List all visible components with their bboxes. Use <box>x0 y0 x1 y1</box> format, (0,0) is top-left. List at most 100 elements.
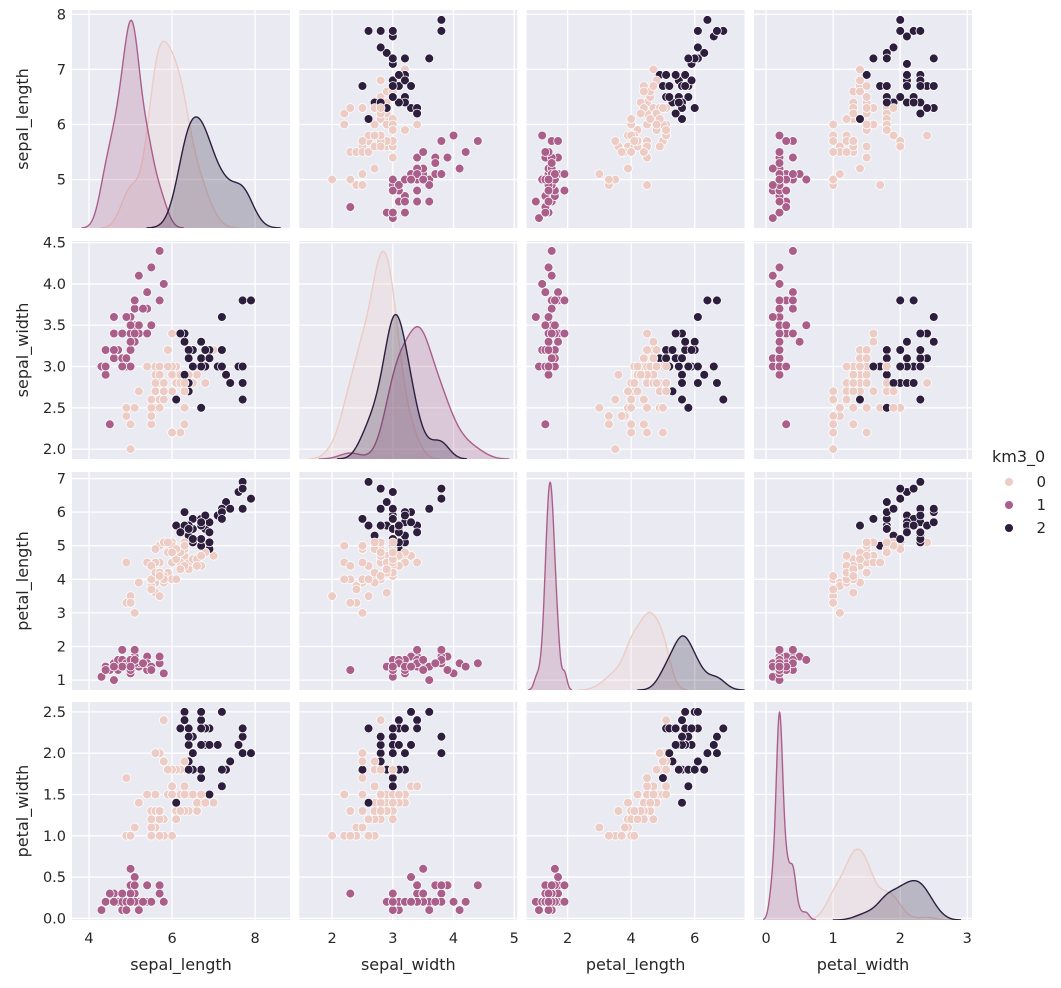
scatter-point <box>677 369 687 380</box>
scatter-point <box>861 70 872 80</box>
scatter-point <box>179 369 190 380</box>
scatter-point <box>196 336 206 347</box>
scatter-point <box>559 169 570 179</box>
scatter-point <box>642 328 652 339</box>
scatter-point <box>129 608 140 618</box>
scatter-point <box>664 81 675 91</box>
scatter-point <box>922 378 932 388</box>
kde-line-2 <box>832 879 961 920</box>
scatter-point <box>693 42 703 53</box>
scatter-point <box>363 591 374 601</box>
scatter-point <box>204 353 215 364</box>
scatter-point <box>768 180 778 190</box>
panel-marks <box>81 19 281 228</box>
panel-petal_width-vs-petal_width <box>754 702 972 920</box>
scatter-point <box>774 295 785 306</box>
scatter-point <box>196 353 206 364</box>
kde-line-1 <box>81 19 184 228</box>
scatter-point <box>828 147 838 157</box>
scatter-point <box>537 130 547 141</box>
scatter-point <box>908 378 919 388</box>
scatter-point <box>902 527 912 538</box>
scatter-point <box>693 361 703 372</box>
scatter-point <box>781 185 791 196</box>
panel-marks <box>531 707 729 915</box>
scatter-point <box>406 174 416 185</box>
scatter-point <box>604 830 614 841</box>
scatter-point <box>158 715 169 725</box>
scatter-point <box>357 789 368 800</box>
scatter-point <box>406 897 416 907</box>
scatter-point <box>183 764 194 775</box>
scatter-point <box>237 295 248 306</box>
scatter-point <box>908 97 919 108</box>
scatter-point <box>902 336 912 347</box>
scatter-point <box>142 328 152 339</box>
scatter-point <box>902 70 912 80</box>
scatter-point <box>327 591 337 601</box>
kde-fill-2 <box>336 314 467 459</box>
scatter-point <box>848 571 859 581</box>
scatter-point <box>861 345 872 355</box>
scatter-point <box>623 797 633 808</box>
scatter-point <box>171 574 181 585</box>
scatter-point <box>188 361 198 372</box>
panel-petal_length-vs-sepal_length <box>72 472 290 690</box>
scatter-point <box>369 781 380 792</box>
scatter-point <box>196 764 206 775</box>
kde-line-1 <box>318 326 510 459</box>
scatter-point <box>835 169 845 179</box>
panel-sepal_length-vs-petal_width <box>754 10 972 228</box>
scatter-point <box>553 287 563 297</box>
scatter-point <box>412 152 422 163</box>
scatter-point <box>543 174 554 185</box>
scatter-point <box>895 295 906 306</box>
scatter-point <box>200 378 211 388</box>
scatter-point <box>154 591 165 601</box>
scatter-point <box>855 114 865 124</box>
scatter-point <box>146 822 157 833</box>
scatter-point <box>442 665 453 675</box>
scatter-point <box>375 547 386 558</box>
scatter-point <box>658 103 668 113</box>
x-axis-label: petal_width <box>817 955 910 975</box>
scatter-point <box>708 361 719 372</box>
scatter-point <box>183 345 194 355</box>
scatter-point <box>861 119 872 130</box>
y-axis-label: sepal_length <box>13 68 33 170</box>
scatter-point <box>221 369 231 380</box>
x-axis-label: petal_length <box>586 955 686 975</box>
scatter-point <box>375 740 386 750</box>
scatter-point <box>154 888 165 899</box>
scatter-point <box>626 427 636 438</box>
scatter-point <box>639 147 649 157</box>
panel-sepal_length-vs-sepal_length <box>72 10 290 228</box>
scatter-point <box>661 789 671 800</box>
scatter-point <box>345 598 356 608</box>
scatter-point <box>895 141 906 152</box>
scatter-point <box>375 789 386 800</box>
panel-marks <box>531 246 729 454</box>
panel-marks <box>528 481 745 690</box>
scatter-point <box>129 822 140 833</box>
scatter-point <box>868 514 879 524</box>
scatter-point <box>594 822 605 833</box>
scatter-point <box>841 361 852 372</box>
scatter-point <box>412 185 422 196</box>
scatter-point <box>179 756 190 767</box>
scatter-point <box>388 92 398 102</box>
scatter-point <box>400 75 410 86</box>
scatter-point <box>179 707 190 717</box>
scatter-point <box>629 806 640 816</box>
scatter-point <box>670 723 681 734</box>
scatter-point <box>632 386 643 397</box>
legend-title: km3_0 <box>992 447 1045 467</box>
scatter-point <box>146 584 157 595</box>
scatter-point <box>129 880 140 891</box>
scatter-point <box>192 797 202 808</box>
scatter-point <box>171 814 181 825</box>
scatter-point <box>175 328 186 339</box>
scatter-point <box>774 336 785 347</box>
scatter-point <box>645 114 655 124</box>
y-tick-label: 2 <box>57 640 66 656</box>
